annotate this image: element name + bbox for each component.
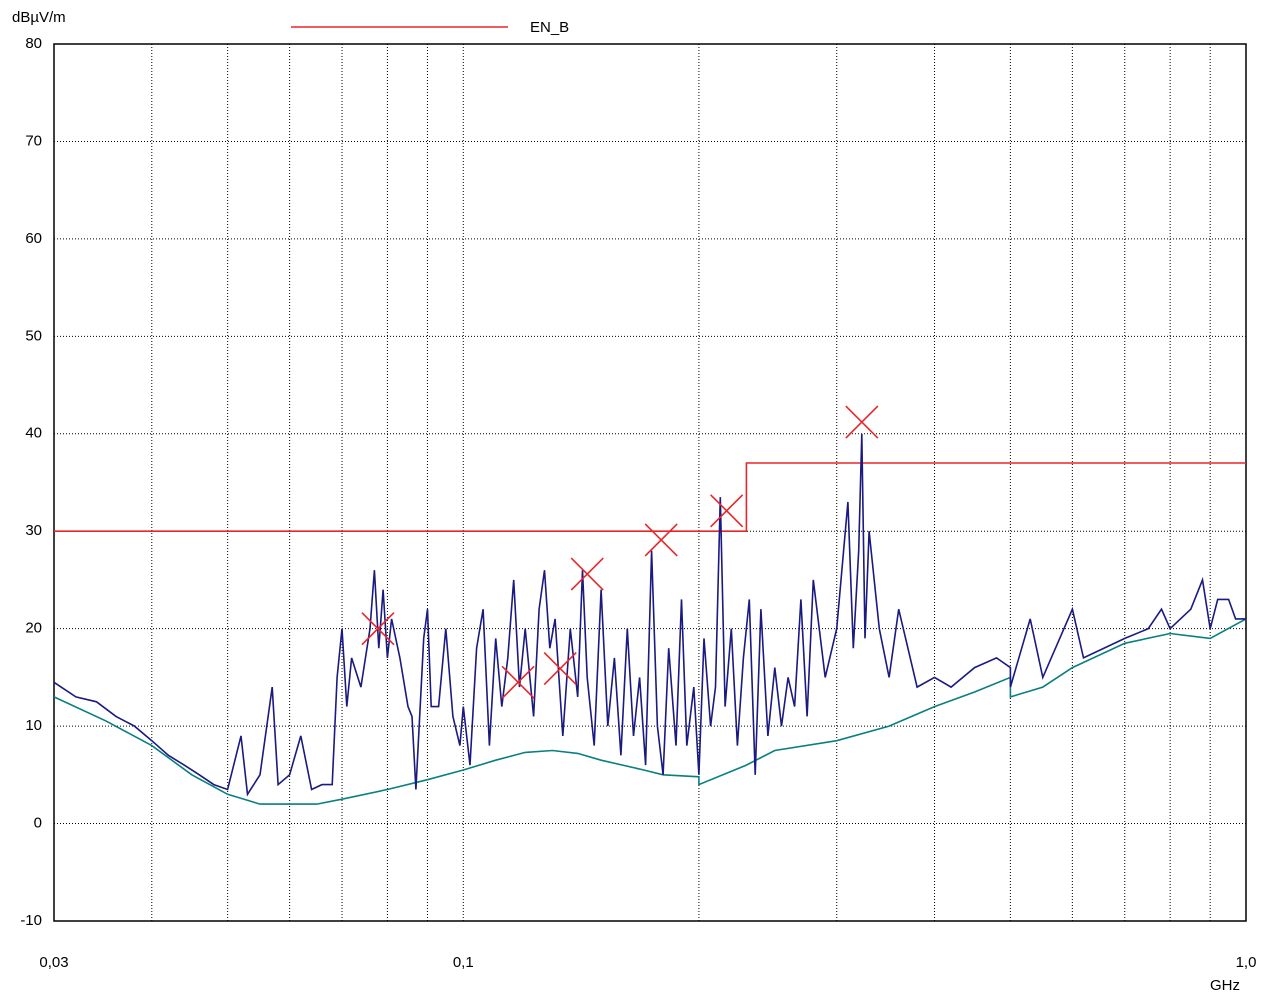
y-tick-label: -10 [20,912,42,929]
x-tick-label: 1,0 [1236,954,1257,971]
x-tick-label: 0,03 [39,954,68,971]
y-tick-label: 0 [34,815,42,832]
y-tick-label: 60 [25,230,42,247]
peak-marker [361,612,395,646]
plot-frame [53,43,1247,922]
y-tick-label: 80 [25,35,42,52]
y-tick-label: 50 [25,327,42,344]
x-axis-label: GHz [1210,977,1240,994]
series-line [53,618,1247,805]
series-line [54,462,1246,533]
peak-marker [644,523,678,557]
series-line [53,433,1246,797]
y-tick-label: 70 [25,132,42,149]
y-axis-label: dBµV/m [12,9,66,26]
y-tick-label: 30 [25,522,42,539]
x-tick-label: 0,1 [453,954,474,971]
peak-marker [501,665,535,699]
y-tick-label: 10 [25,717,42,734]
peak-marker [710,494,744,528]
y-tick-label: 20 [25,620,42,637]
y-tick-label: 40 [25,425,42,442]
peak-marker [543,652,577,686]
peak-marker [845,405,879,439]
peak-marker [570,557,604,591]
legend-label: EN_B [530,19,569,36]
